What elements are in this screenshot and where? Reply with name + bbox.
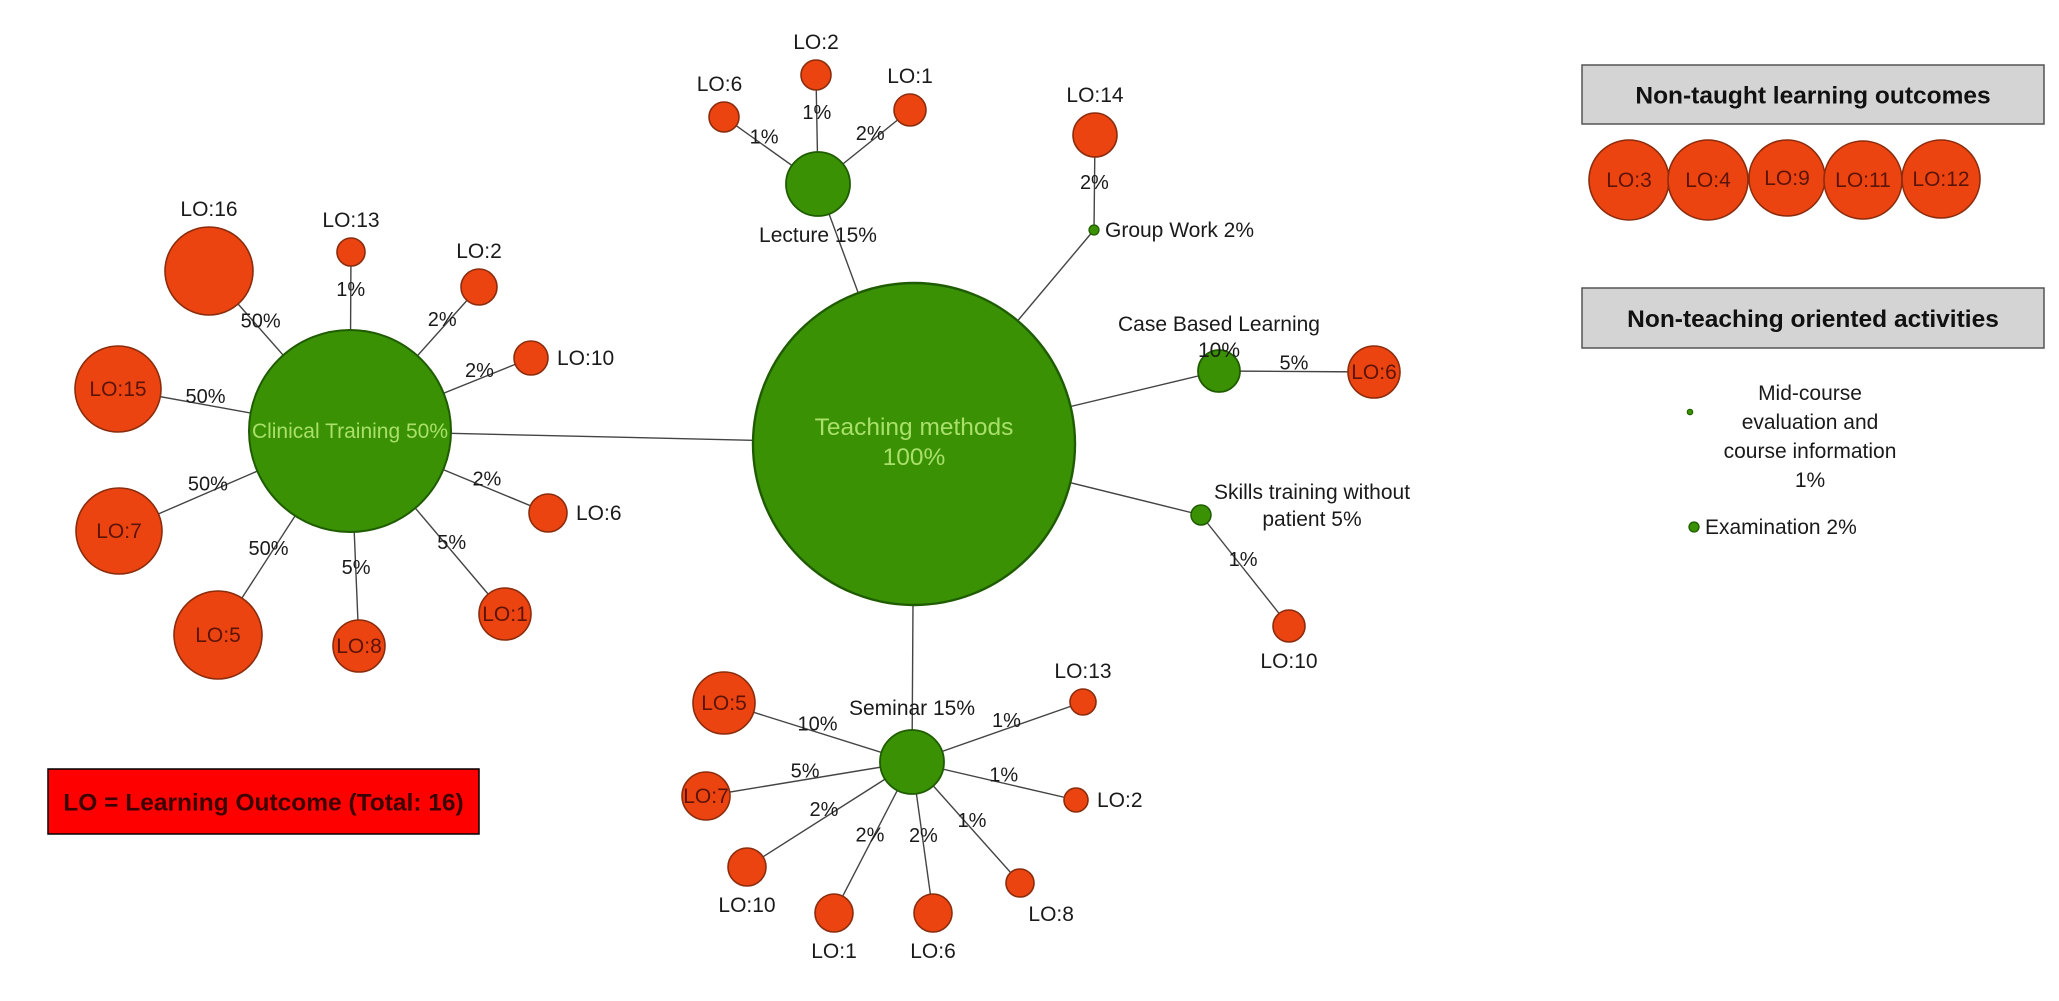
svg-text:LO:2: LO:2 bbox=[456, 240, 502, 263]
svg-text:Group Work 2%: Group Work 2% bbox=[1105, 219, 1254, 242]
svg-text:1%: 1% bbox=[802, 102, 831, 124]
svg-text:1%: 1% bbox=[992, 710, 1021, 732]
svg-text:LO:8: LO:8 bbox=[336, 635, 382, 658]
svg-text:Non-teaching oriented activiti: Non-teaching oriented activities bbox=[1627, 306, 1999, 333]
svg-text:5%: 5% bbox=[437, 532, 466, 554]
svg-text:2%: 2% bbox=[810, 799, 839, 821]
svg-text:LO:2: LO:2 bbox=[1097, 789, 1143, 812]
svg-text:Skills training without: Skills training without bbox=[1214, 481, 1410, 504]
svg-text:2%: 2% bbox=[856, 123, 885, 145]
svg-text:2%: 2% bbox=[909, 825, 938, 847]
svg-text:LO:15: LO:15 bbox=[89, 378, 146, 401]
svg-text:LO:5: LO:5 bbox=[195, 624, 241, 647]
svg-text:LO:1: LO:1 bbox=[887, 65, 933, 88]
svg-text:LO:10: LO:10 bbox=[557, 347, 614, 370]
svg-text:50%: 50% bbox=[248, 538, 288, 560]
svg-text:2%: 2% bbox=[465, 360, 494, 382]
svg-text:LO:3: LO:3 bbox=[1606, 169, 1652, 192]
svg-text:LO:2: LO:2 bbox=[793, 31, 839, 54]
svg-text:1%: 1% bbox=[1795, 469, 1825, 492]
svg-text:1%: 1% bbox=[1229, 549, 1258, 571]
svg-text:100%: 100% bbox=[883, 444, 946, 471]
svg-text:Lecture 15%: Lecture 15% bbox=[759, 224, 877, 247]
svg-text:LO:7: LO:7 bbox=[683, 785, 729, 808]
svg-text:LO:13: LO:13 bbox=[1054, 660, 1111, 683]
svg-text:LO:5: LO:5 bbox=[701, 692, 747, 715]
svg-text:LO:1: LO:1 bbox=[482, 603, 528, 626]
svg-text:5%: 5% bbox=[342, 557, 371, 579]
svg-text:Case Based Learning: Case Based Learning bbox=[1118, 313, 1320, 336]
svg-text:2%: 2% bbox=[428, 309, 457, 331]
svg-text:LO:11: LO:11 bbox=[1835, 169, 1891, 192]
svg-text:50%: 50% bbox=[185, 386, 225, 408]
svg-text:LO:7: LO:7 bbox=[96, 520, 142, 543]
svg-text:2%: 2% bbox=[856, 824, 885, 846]
svg-text:LO = Learning Outcome (Total:: LO = Learning Outcome (Total: 16) bbox=[63, 790, 463, 817]
svg-text:LO:10: LO:10 bbox=[1260, 650, 1317, 673]
svg-text:10%: 10% bbox=[1198, 339, 1240, 362]
svg-text:Mid-course: Mid-course bbox=[1758, 382, 1862, 405]
svg-text:2%: 2% bbox=[1080, 172, 1109, 194]
svg-text:LO:14: LO:14 bbox=[1066, 84, 1124, 107]
svg-text:5%: 5% bbox=[1280, 353, 1309, 375]
svg-text:Non-taught learning outcomes: Non-taught learning outcomes bbox=[1635, 83, 1990, 110]
svg-text:LO:16: LO:16 bbox=[180, 198, 237, 221]
svg-text:Teaching methods: Teaching methods bbox=[815, 414, 1014, 441]
svg-text:evaluation and: evaluation and bbox=[1742, 411, 1879, 434]
svg-text:LO:1: LO:1 bbox=[811, 940, 857, 963]
svg-text:LO:13: LO:13 bbox=[322, 209, 379, 232]
svg-text:LO:6: LO:6 bbox=[1351, 361, 1397, 384]
svg-text:1%: 1% bbox=[750, 127, 779, 149]
svg-text:LO:6: LO:6 bbox=[910, 940, 956, 963]
svg-text:LO:4: LO:4 bbox=[1685, 169, 1731, 192]
svg-text:50%: 50% bbox=[241, 311, 281, 333]
svg-text:LO:9: LO:9 bbox=[1764, 167, 1810, 190]
svg-text:50%: 50% bbox=[188, 474, 228, 496]
svg-text:10%: 10% bbox=[797, 713, 837, 735]
svg-text:patient 5%: patient 5% bbox=[1262, 508, 1361, 531]
svg-text:course information: course information bbox=[1724, 440, 1897, 463]
svg-text:Seminar 15%: Seminar 15% bbox=[849, 697, 975, 720]
svg-text:LO:12: LO:12 bbox=[1912, 168, 1969, 191]
svg-text:LO:6: LO:6 bbox=[697, 73, 743, 96]
svg-text:LO:8: LO:8 bbox=[1028, 903, 1074, 926]
svg-text:1%: 1% bbox=[336, 279, 365, 301]
svg-text:2%: 2% bbox=[472, 469, 501, 491]
svg-text:1%: 1% bbox=[989, 764, 1018, 786]
svg-text:1%: 1% bbox=[958, 810, 987, 832]
svg-text:5%: 5% bbox=[791, 761, 820, 783]
svg-text:LO:6: LO:6 bbox=[576, 502, 622, 525]
svg-text:Examination 2%: Examination 2% bbox=[1705, 516, 1857, 539]
svg-text:LO:10: LO:10 bbox=[718, 894, 775, 917]
svg-text:Clinical Training 50%: Clinical Training 50% bbox=[252, 420, 448, 443]
